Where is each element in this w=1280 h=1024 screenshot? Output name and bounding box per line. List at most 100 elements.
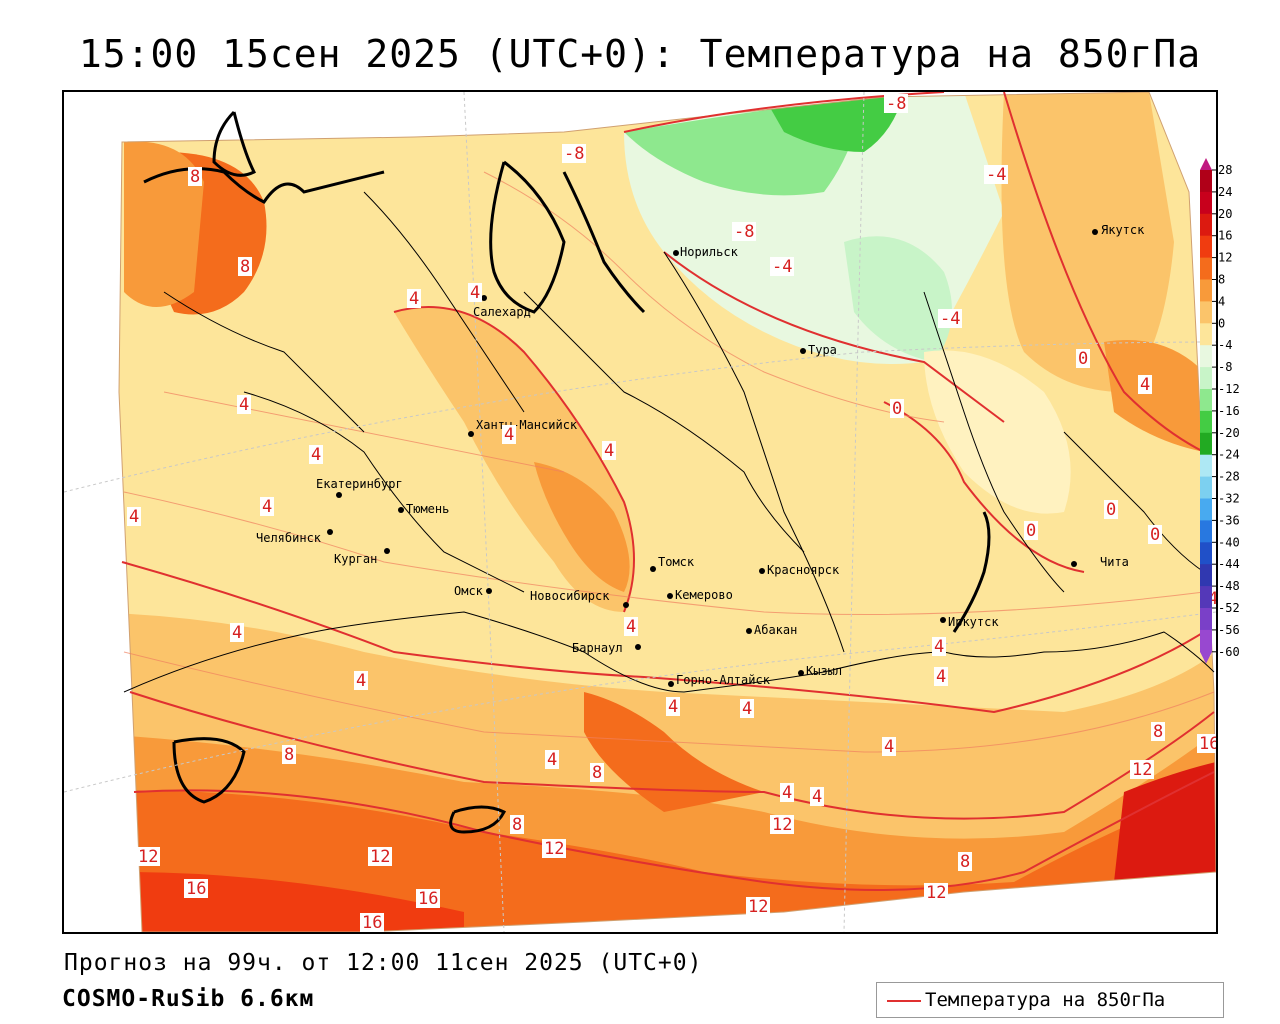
contour-label-bg [309,445,323,464]
contour-label: 12 [772,815,792,835]
city-dot [940,617,946,623]
legend-line-sample [887,1000,921,1002]
contour-label-bg [260,497,274,516]
scale-swatch [1200,301,1212,324]
contour-label: 8 [592,763,602,783]
scale-swatch [1200,498,1212,521]
scale-tick-label: -56 [1218,623,1240,637]
scale-tick-label: -24 [1218,448,1240,462]
contour-label-bg [958,852,972,871]
scale-swatch [1200,235,1212,259]
scale-tick-label: 0 [1218,316,1225,330]
contour-label: 4 [668,697,678,717]
city-dot [1092,229,1098,235]
scale-arrow-up [1200,158,1212,170]
contour-label-bg [1197,734,1216,753]
contour-label-bg [1148,525,1162,544]
scale-tick-label: -48 [1218,579,1240,593]
scale-tick-label: -44 [1218,557,1240,571]
city-label: Ханты-Мансийск [476,418,578,432]
forecast-info: Прогноз на 99ч. от 12:00 11сен 2025 (UTC… [64,950,703,976]
scale-tick-label: 4 [1218,294,1225,308]
contour-label: 4 [547,750,557,770]
city-dot [746,628,752,634]
contour-label: 0 [892,399,902,419]
contour-label: 8 [284,745,294,765]
contour-label: 0 [1106,500,1116,520]
contour-label-bg [416,889,440,908]
city-dot [486,588,492,594]
city-label: Курган [334,552,377,566]
contour-label-bg [360,913,384,932]
contour-label: 4 [1140,375,1150,395]
contour-label: 0 [1078,349,1088,369]
contour-label-bg [282,745,296,764]
contour-label-bg [230,623,244,642]
isotherm-lines [121,92,1215,891]
contour-label: 4 [626,617,636,637]
city-markers: Салехард Норильск Якутск Тура Ханты-Мансийск… [256,223,1145,687]
scale-tick-label: -28 [1218,470,1240,484]
city-label: Салехард [473,305,531,319]
contour-label: 4 [604,441,614,461]
city-label: Чита [1100,555,1129,569]
contour-label-bg [938,309,962,328]
contour-label: -4 [940,309,960,329]
contour-label-bg [740,699,754,718]
contour-label-bg [932,637,946,656]
city-dot [650,566,656,572]
contour-label-bg [732,222,756,241]
contour-label-bg [890,399,904,418]
contour-label-bg [184,879,208,898]
contour-label: 12 [1132,760,1152,780]
contour-label-bg [1076,349,1090,368]
scale-tick-label: 28 [1218,163,1232,177]
contour-labels: -8-8-8-4-4-48844444444440000044444444488… [127,94,1216,932]
contour-label: 8 [960,852,970,872]
scale-tick-label: 8 [1218,273,1225,287]
city-label: Томск [658,555,695,569]
contour-label-bg [510,815,524,834]
contour-label: 4 [504,425,514,445]
city-label: Иркутск [948,615,999,629]
scale-tick-label: 16 [1218,229,1232,243]
city-dot [800,348,806,354]
contour-label-bg [770,257,794,276]
city-dot [398,507,404,513]
city-dot [1071,561,1077,567]
scale-swatch [1200,608,1212,631]
scale-tick-label: -20 [1218,426,1240,440]
contour-label-bg [562,144,586,163]
city-dot [667,593,673,599]
scale-arrow-down [1200,651,1212,664]
city-label: Екатеринбург [316,477,403,491]
city-label: Барнаул [572,641,623,655]
coastlines [143,110,991,834]
city-label: Омск [454,584,484,598]
scale-swatch [1200,586,1212,609]
borders [123,191,1215,693]
contour-label-bg [770,815,794,834]
contour-label-bg [1138,375,1152,394]
contour-label-bg [127,507,141,526]
contour-label-bg [602,441,616,460]
city-label: Кызыл [806,664,842,678]
city-label: Челябинск [256,531,322,545]
contour-label: -4 [772,257,792,277]
contour-label: 8 [1153,722,1163,742]
contour-label-bg [934,667,948,686]
city-label: Новосибирск [530,589,610,603]
contour-label-bg [545,750,559,769]
contour-label-bg [136,847,160,866]
contour-label: 4 [311,445,321,465]
contour-label: 4 [129,507,139,527]
scale-swatch [1200,410,1212,434]
scale-swatch [1200,191,1212,215]
scale-tick-label: -12 [1218,382,1240,396]
city-dot [668,681,674,687]
temperature-map: Салехард Норильск Якутск Тура Ханты-Мансийск… [62,90,1218,934]
city-label: Тура [808,343,837,357]
city-dot [481,295,487,301]
contour-label: -8 [734,222,754,242]
scale-swatch [1200,257,1212,280]
